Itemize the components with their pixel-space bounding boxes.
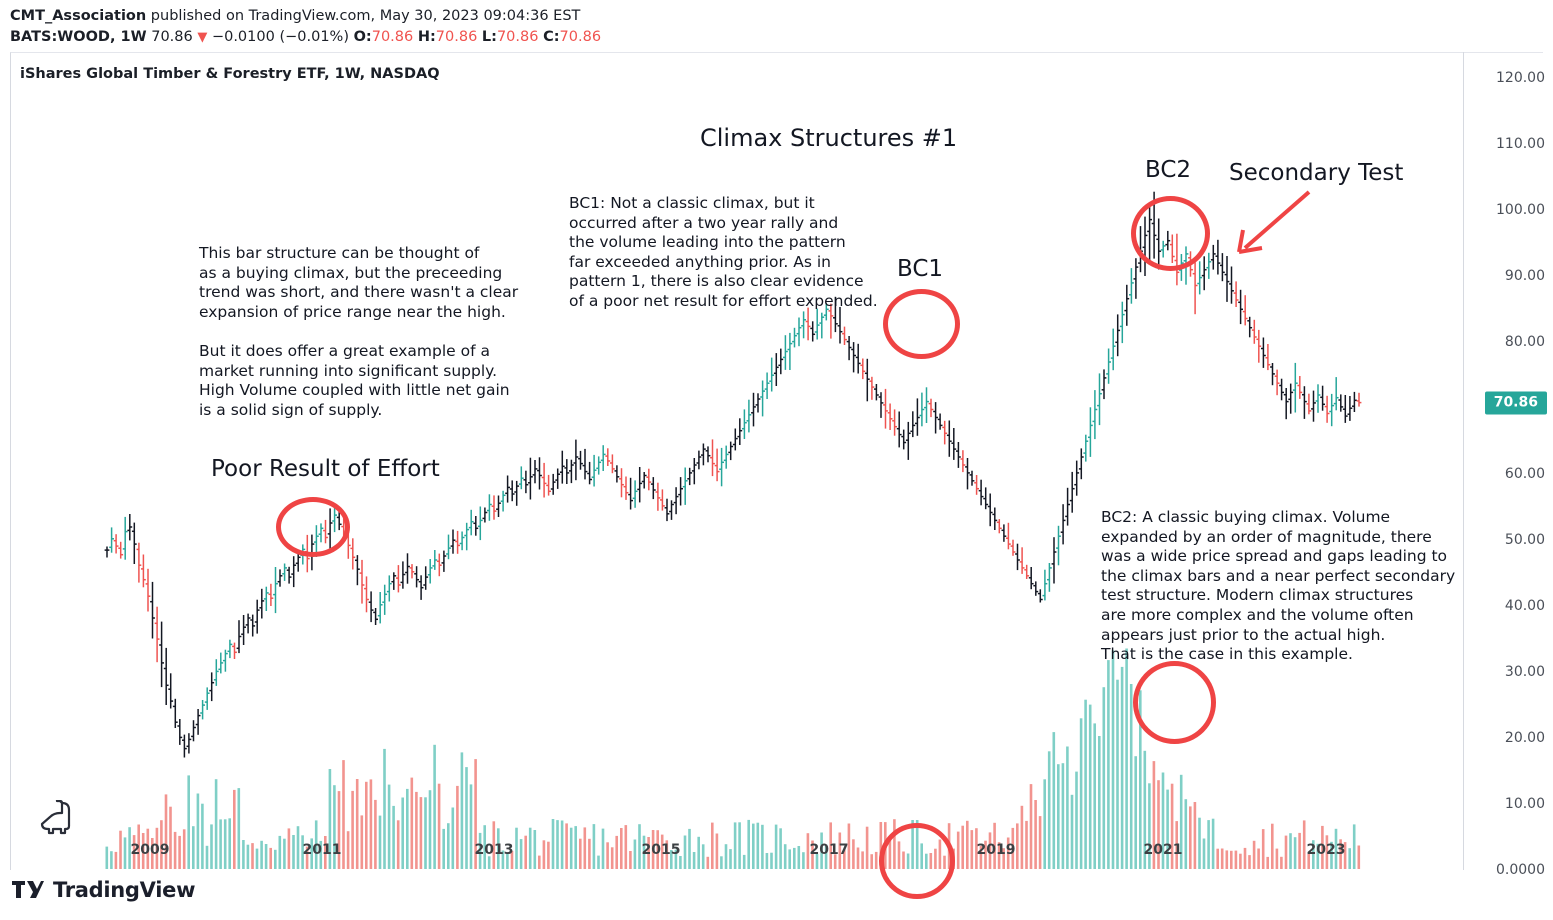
- time-axis-tick: 2021: [1143, 842, 1183, 858]
- annotation-circle-bc2: [1131, 196, 1210, 271]
- volume-histogram: [105, 648, 1361, 869]
- time-axis-tick: 2013: [474, 842, 514, 858]
- price-axis-tick: 50.00: [1504, 532, 1545, 549]
- brontosaurus-icon: [40, 800, 71, 835]
- price-change: −0.0100 (−0.01%): [211, 29, 349, 45]
- annotation-secondary-test-label: Secondary Test: [1229, 160, 1404, 186]
- annotation-bc2-label: BC2: [1145, 157, 1192, 183]
- header-publish-line: CMT_Association published on TradingView…: [10, 6, 1553, 27]
- price-axis-tick: 120.00: [1496, 70, 1545, 87]
- header-quote-line: BATS:WOOD, 1W 70.86 ▼ −0.0100 (−0.01%) O…: [10, 27, 1553, 48]
- price-axis-tick: 90.00: [1504, 268, 1545, 285]
- time-axis-tick: 2011: [302, 842, 342, 858]
- last-price: 70.86: [151, 29, 193, 45]
- close-value: 70.86: [559, 29, 602, 45]
- annotation-circle-bc1: [883, 289, 960, 359]
- time-axis-tick: 2015: [641, 842, 681, 858]
- time-axis[interactable]: 2009 2011 2013 2015 2017 2019 2021 2023: [11, 838, 1463, 866]
- annotation-chart-title: Climax Structures #1: [700, 124, 958, 152]
- close-label: C:: [543, 29, 560, 45]
- price-axis-tick: 40.00: [1504, 598, 1545, 615]
- annotation-bc1-block: BC1: Not a classic climax, but it occurr…: [569, 194, 878, 310]
- tradingview-brand: TradingView: [53, 878, 196, 902]
- price-axis[interactable]: 120.00 110.00 100.00 90.00 80.00 70.86 60.00 50…: [1463, 52, 1553, 878]
- time-axis-tick: 2023: [1306, 842, 1346, 858]
- open-value: 70.86: [371, 29, 414, 45]
- publish-info: published on TradingView.com, May 30, 20…: [146, 8, 581, 24]
- price-axis-tick: 60.00: [1504, 466, 1545, 483]
- annotation-bc1-label: BC1: [897, 256, 944, 282]
- price-axis-tick: 100.00: [1496, 202, 1545, 219]
- annotation-circle-bc2-volume: [1133, 661, 1216, 744]
- high-value: 70.86: [435, 29, 478, 45]
- annotation-circle-bc1-volume: [879, 823, 955, 899]
- price-axis-tick: 110.00: [1496, 136, 1545, 153]
- annotation-left-block: This bar structure can be thought of as …: [199, 244, 519, 419]
- price-axis-tick: 10.00: [1504, 796, 1545, 813]
- low-label: L:: [481, 29, 497, 45]
- high-label: H:: [417, 29, 436, 45]
- chart-legend[interactable]: iShares Global Timber & Forestry ETF, 1W…: [20, 66, 440, 82]
- secondary-test-arrow-icon: [1237, 190, 1311, 254]
- time-axis-tick: 2009: [130, 842, 170, 858]
- author-name: CMT_Association: [10, 8, 147, 24]
- tradingview-logo-icon: [12, 881, 44, 898]
- current-price-badge[interactable]: 70.86: [1484, 391, 1547, 415]
- footer: TradingView: [12, 878, 195, 902]
- price-axis-tick: 80.00: [1504, 334, 1545, 351]
- annotation-circle-poor-result: [276, 497, 350, 557]
- symbol-label[interactable]: BATS:WOOD, 1W: [10, 29, 147, 45]
- chart-header: CMT_Association published on TradingView…: [0, 0, 1553, 50]
- annotation-bc2-block: BC2: A classic buying climax. Volume exp…: [1101, 508, 1456, 664]
- time-axis-tick: 2019: [976, 842, 1016, 858]
- price-down-arrow-icon: ▼: [197, 30, 208, 45]
- price-axis-tick: 0.0000: [1496, 862, 1545, 878]
- chart-frame: [10, 52, 1543, 870]
- annotation-poor-result-label: Poor Result of Effort: [211, 456, 440, 482]
- time-axis-tick: 2017: [809, 842, 849, 858]
- price-axis-tick: 30.00: [1504, 664, 1545, 681]
- open-label: O:: [353, 29, 372, 45]
- low-value: 70.86: [496, 29, 539, 45]
- price-axis-tick: 20.00: [1504, 730, 1545, 747]
